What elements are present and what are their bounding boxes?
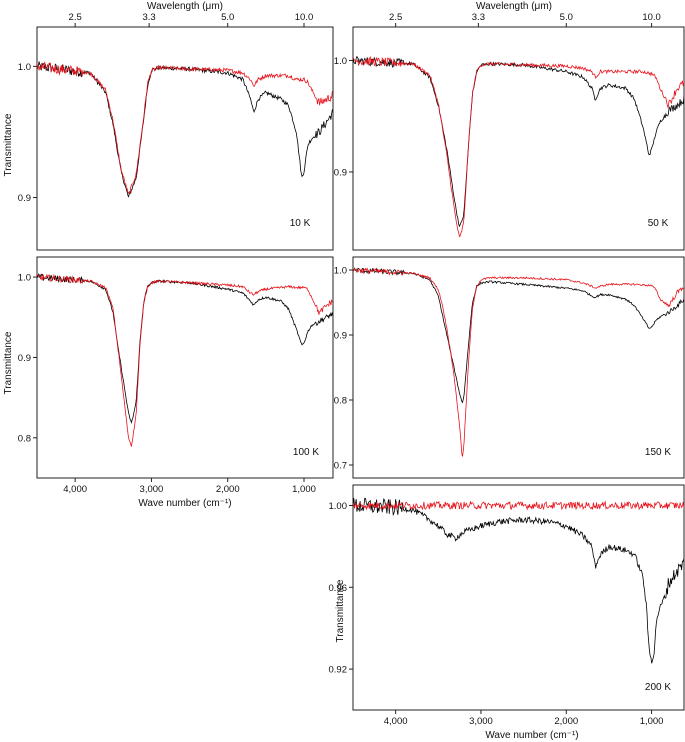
y-tick-label: 0.8 [18, 433, 31, 444]
y-tick-label: 0.9 [334, 331, 347, 342]
series-black-line [353, 267, 684, 404]
y-axis-title-100k: Transmittance [3, 331, 14, 394]
y-tick-label: 0.8 [334, 396, 347, 407]
y-tick-label: 1.0 [334, 266, 347, 277]
x-tick-label: 2,000 [216, 484, 240, 495]
temperature-label: 10 K [290, 218, 311, 229]
top-tick-label: 5.0 [221, 12, 234, 23]
top-tick-label: 3.3 [472, 12, 485, 23]
y-tick-label: 1.0 [18, 273, 31, 284]
y-tick-label: 0.9 [334, 167, 347, 178]
series-red-line [37, 61, 333, 195]
panel-150k: 0.7 0.8 0.9 1.0 150 K [334, 256, 685, 479]
y-tick-label: 0.96 [329, 583, 348, 594]
series-black-line [353, 497, 684, 664]
plot-frame [36, 256, 334, 479]
top-tick-label: 2.5 [69, 12, 82, 23]
plot-frame [352, 256, 685, 479]
y-tick-label: 0.9 [18, 193, 31, 204]
top-tick-label: 10.0 [642, 12, 661, 23]
x-tick-label: 1,000 [640, 716, 664, 727]
y-tick-label: 0.7 [334, 461, 347, 472]
panel-200k: 0.92 0.96 1.00 4,000 3,000 2,000 1,000 200 K [329, 484, 685, 727]
plot-frame [36, 26, 334, 251]
x-tick-label: 4,000 [384, 716, 408, 727]
temperature-label: 50 K [648, 218, 669, 229]
x-tick-label: 4,000 [63, 484, 87, 495]
y-axis-title-200k: Transmittance [335, 579, 346, 642]
x-tick-label: 3,000 [140, 484, 164, 495]
y-tick-label: 1.00 [329, 501, 348, 512]
panel-100k: 0.8 0.9 1.0 4,000 3,000 2,000 1,000 100 K [18, 256, 334, 495]
series-red-line [353, 267, 684, 457]
top-tick-label: 2.5 [389, 12, 402, 23]
plot-frame [352, 26, 685, 251]
top-axis-title-left: Wavelength (μm) [147, 1, 223, 12]
series-red-line [37, 273, 333, 447]
y-tick-label: 1.0 [18, 62, 31, 73]
x-axis-title-left: Wave number (cm⁻¹) [138, 498, 231, 509]
series-red-line [353, 55, 684, 238]
top-tick-label: 3.3 [143, 12, 156, 23]
y-tick-label: 1.0 [334, 56, 347, 67]
x-tick-label: 2,000 [554, 716, 578, 727]
temperature-label: 150 K [645, 447, 671, 458]
series-black-line [37, 61, 333, 198]
y-axis-title-10k: Transmittance [3, 113, 14, 176]
series-black-line [37, 272, 333, 424]
temperature-label: 100 K [293, 447, 319, 458]
temperature-label: 200 K [645, 682, 671, 693]
series-black-line [353, 55, 684, 228]
x-tick-label: 1,000 [292, 484, 316, 495]
plot-frame [352, 484, 685, 711]
y-tick-label: 0.92 [329, 665, 348, 676]
top-tick-label: 5.0 [560, 12, 573, 23]
top-axis-title-right: Wavelength (μm) [476, 1, 552, 12]
x-axis-title-right: Wave number (cm⁻¹) [485, 730, 578, 741]
top-tick-label: 10.0 [295, 12, 314, 23]
y-tick-label: 0.9 [18, 353, 31, 364]
series-red-line [353, 500, 684, 511]
x-tick-label: 3,000 [469, 716, 493, 727]
panel-50k: 0.9 1.0 2.5 3.3 5.0 10.0 50 K [334, 12, 685, 251]
panel-10k: 0.9 1.0 2.5 3.3 5.0 10.0 10 K [18, 12, 334, 251]
